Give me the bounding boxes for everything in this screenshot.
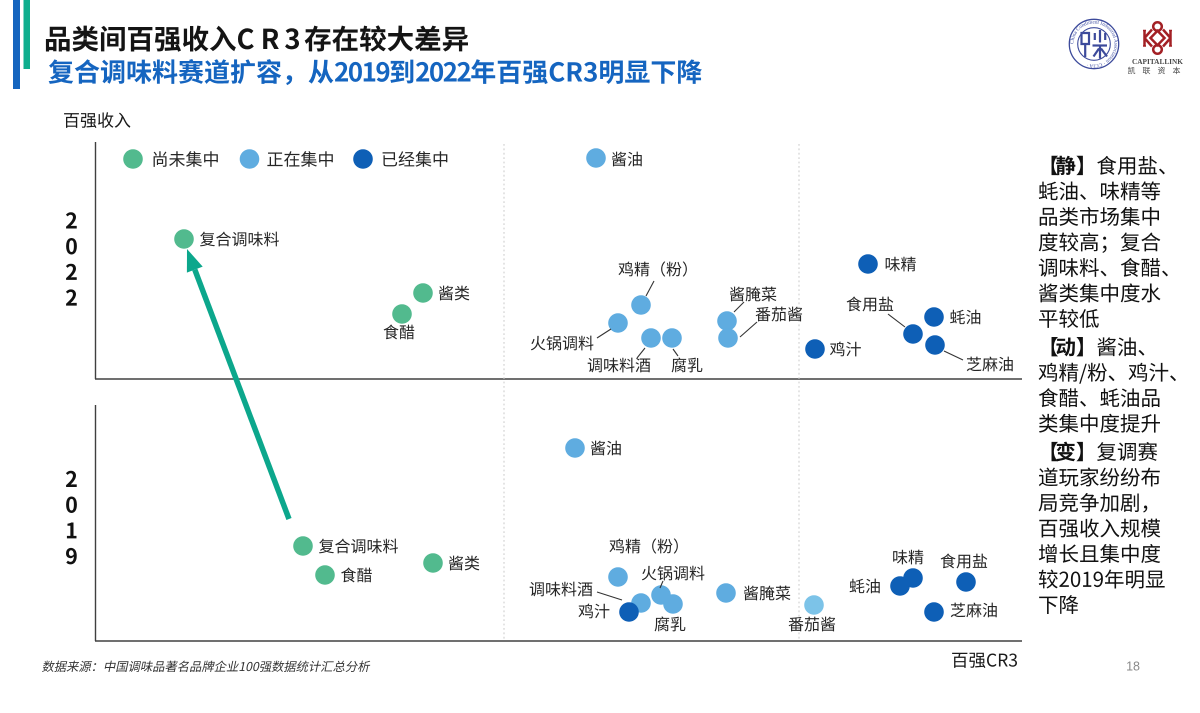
svg-text:CAPITALLINK: CAPITALLINK: [1132, 57, 1183, 66]
svg-text:18: 18: [1126, 660, 1140, 674]
